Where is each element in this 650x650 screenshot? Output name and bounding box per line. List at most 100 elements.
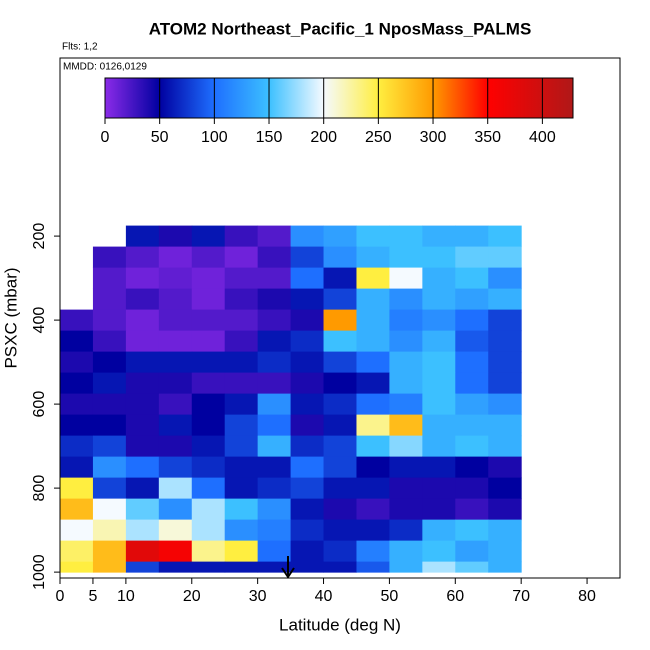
heatmap-cell xyxy=(60,330,94,353)
heatmap-cell xyxy=(389,225,423,248)
heatmap-cell xyxy=(92,456,127,479)
axes: 0 5 10 20 30 40 50 60 70 80 200 400 600 800 1000 0 50 100… xyxy=(31,57,621,605)
heatmap-cell xyxy=(422,456,456,479)
heatmap-cell xyxy=(422,540,456,563)
x-tick-label: 80 xyxy=(578,588,596,605)
heatmap-cell xyxy=(389,561,423,573)
heatmap-cell xyxy=(257,477,292,500)
heatmap-cell xyxy=(290,288,325,311)
heatmap-cell xyxy=(158,330,193,353)
heatmap-cell xyxy=(455,498,489,521)
heatmap-cell xyxy=(422,477,456,500)
heatmap-cell xyxy=(224,246,259,269)
heatmap-cell xyxy=(92,498,127,521)
heatmap-cell xyxy=(125,498,160,521)
heatmap-cell xyxy=(158,414,193,437)
heatmap-cell xyxy=(191,540,226,563)
heatmap-cell xyxy=(488,330,522,353)
heatmap-cell xyxy=(356,351,390,374)
heatmap-cell xyxy=(356,246,390,269)
heatmap-cell xyxy=(92,330,127,353)
heatmap-cell xyxy=(356,330,390,353)
heatmap-cell xyxy=(323,540,357,563)
heatmap-cell xyxy=(257,351,292,374)
heatmap-cell xyxy=(191,288,226,311)
heatmap-cell xyxy=(422,246,456,269)
heatmap-cell xyxy=(290,246,325,269)
heatmap-cell xyxy=(356,498,390,521)
heatmap-cell xyxy=(356,309,390,332)
annotation: MMDD: 0126,0129 xyxy=(63,62,147,73)
heatmap-cell xyxy=(224,267,259,290)
heatmap-cell xyxy=(60,498,94,521)
heatmap-cell xyxy=(422,435,456,458)
heatmap-cell xyxy=(92,435,127,458)
heatmap-cell xyxy=(455,456,489,479)
colorbar-tick-label: 350 xyxy=(474,129,501,146)
heatmap-cell xyxy=(257,330,292,353)
heatmap-cell xyxy=(257,540,292,563)
heatmap-cell xyxy=(323,288,357,311)
heatmap-cell xyxy=(191,456,226,479)
heatmap-cell xyxy=(455,288,489,311)
heatmap-cell xyxy=(92,351,127,374)
heatmap-cell xyxy=(356,267,390,290)
heatmap-cell xyxy=(488,309,522,332)
heatmap-cell xyxy=(60,519,94,542)
heatmap-cell xyxy=(389,372,423,395)
heatmap-cell xyxy=(356,477,390,500)
heatmap-cell xyxy=(389,330,423,353)
heatmap-cell xyxy=(257,246,292,269)
x-tick-label: 5 xyxy=(88,588,97,605)
heatmap-cell xyxy=(290,435,325,458)
heatmap-cell xyxy=(356,456,390,479)
x-tick-label: 50 xyxy=(381,588,399,605)
heatmap-cell xyxy=(158,267,193,290)
heatmap-cell xyxy=(488,372,522,395)
heatmap-cell xyxy=(125,225,160,248)
heatmap-cell xyxy=(60,372,94,395)
heatmap-cell xyxy=(323,414,357,437)
heatmap-cell xyxy=(488,540,522,563)
heatmap-cell xyxy=(92,288,127,311)
heatmap-cell xyxy=(158,309,193,332)
heatmap-cell xyxy=(92,540,127,563)
heatmap-cell xyxy=(290,309,325,332)
heatmap-cell xyxy=(290,477,325,500)
colorbar-tick-label: 50 xyxy=(151,129,169,146)
arrow xyxy=(281,556,295,579)
heatmap-cell xyxy=(422,309,456,332)
heatmap-cell xyxy=(356,393,390,416)
y-tick-label: 400 xyxy=(31,307,48,334)
plot-frame xyxy=(59,57,621,579)
heatmap-cell xyxy=(257,225,292,248)
heatmap-cell xyxy=(422,330,456,353)
heatmap-cell xyxy=(224,330,259,353)
heatmap xyxy=(60,225,522,573)
heatmap-cell xyxy=(323,519,357,542)
x-tick-label: 30 xyxy=(249,588,267,605)
heatmap-cell xyxy=(125,435,160,458)
heatmap-cell xyxy=(191,246,226,269)
heatmap-cell xyxy=(60,561,94,573)
heatmap-cell xyxy=(191,225,226,248)
heatmap-cell xyxy=(191,309,226,332)
heatmap-cell xyxy=(323,561,357,573)
heatmap-cell xyxy=(389,519,423,542)
heatmap-cell xyxy=(290,498,325,521)
chart-title: ATOM2 Northeast_Pacific_1 NposMass_PALMS xyxy=(149,19,532,38)
x-tick-label: 40 xyxy=(315,588,333,605)
heatmap-cell xyxy=(191,393,226,416)
heatmap-cell xyxy=(125,372,160,395)
x-tick-label: 60 xyxy=(446,588,464,605)
heatmap-cell xyxy=(290,351,325,374)
heatmap-cell xyxy=(488,267,522,290)
colorbar xyxy=(104,77,574,119)
heatmap-cell xyxy=(455,372,489,395)
y-axis-label: PSXC (mbar) xyxy=(1,267,20,368)
heatmap-cell xyxy=(224,414,259,437)
heatmap-cell xyxy=(422,288,456,311)
heatmap-cell xyxy=(323,456,357,479)
heatmap-cell xyxy=(389,309,423,332)
heatmap-cell xyxy=(323,477,357,500)
